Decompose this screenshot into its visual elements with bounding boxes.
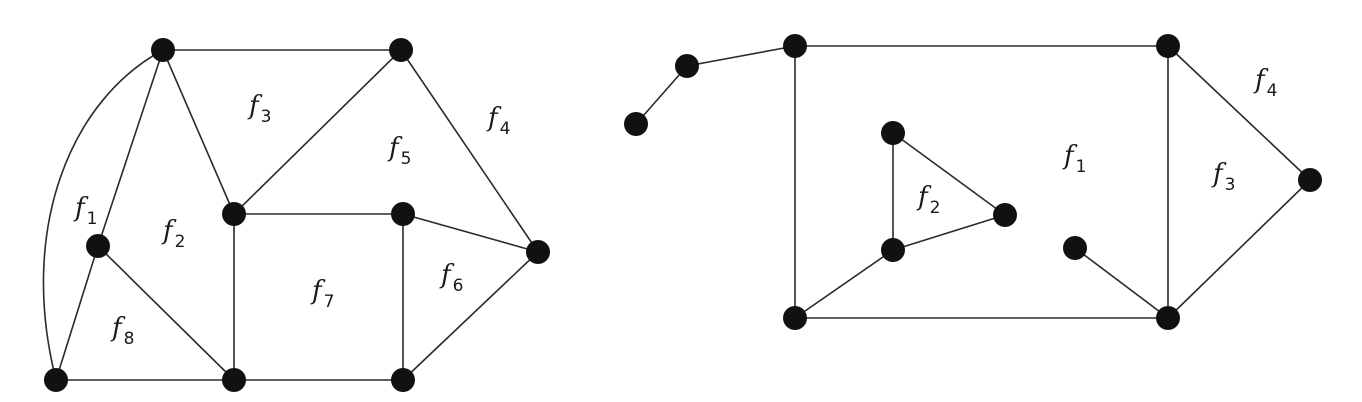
edge xyxy=(1167,179,1311,319)
edge xyxy=(1074,247,1169,319)
edge xyxy=(97,49,164,247)
vertex xyxy=(86,234,110,258)
vertex xyxy=(783,34,807,58)
vertex xyxy=(222,202,246,226)
right-graph-edges xyxy=(635,45,1311,319)
vertex xyxy=(526,240,550,264)
vertex xyxy=(1156,306,1180,330)
edge xyxy=(233,49,402,215)
edge xyxy=(402,251,539,381)
edge xyxy=(1167,45,1311,181)
vertex xyxy=(389,38,413,62)
vertex xyxy=(151,38,175,62)
edge xyxy=(794,249,894,319)
edge xyxy=(55,245,99,381)
edge xyxy=(402,213,539,253)
vertex xyxy=(993,203,1017,227)
vertex xyxy=(783,306,807,330)
left-graph-vertices xyxy=(44,38,550,392)
edge xyxy=(892,132,1006,216)
vertex xyxy=(881,121,905,145)
vertex xyxy=(675,54,699,78)
vertex xyxy=(624,112,648,136)
right-graph-vertices xyxy=(624,34,1322,330)
vertex xyxy=(1298,168,1322,192)
vertex xyxy=(881,238,905,262)
edge xyxy=(162,49,235,215)
edge xyxy=(892,214,1006,251)
vertex xyxy=(1156,34,1180,58)
vertex xyxy=(1063,236,1087,260)
edge xyxy=(97,245,235,381)
vertex xyxy=(44,368,68,392)
edge-curve-outer xyxy=(42,49,164,381)
vertex xyxy=(391,368,415,392)
vertex xyxy=(391,202,415,226)
edge xyxy=(400,49,539,253)
left-graph-edges xyxy=(42,49,539,381)
edge xyxy=(686,45,796,67)
edge xyxy=(635,65,688,125)
vertex xyxy=(222,368,246,392)
